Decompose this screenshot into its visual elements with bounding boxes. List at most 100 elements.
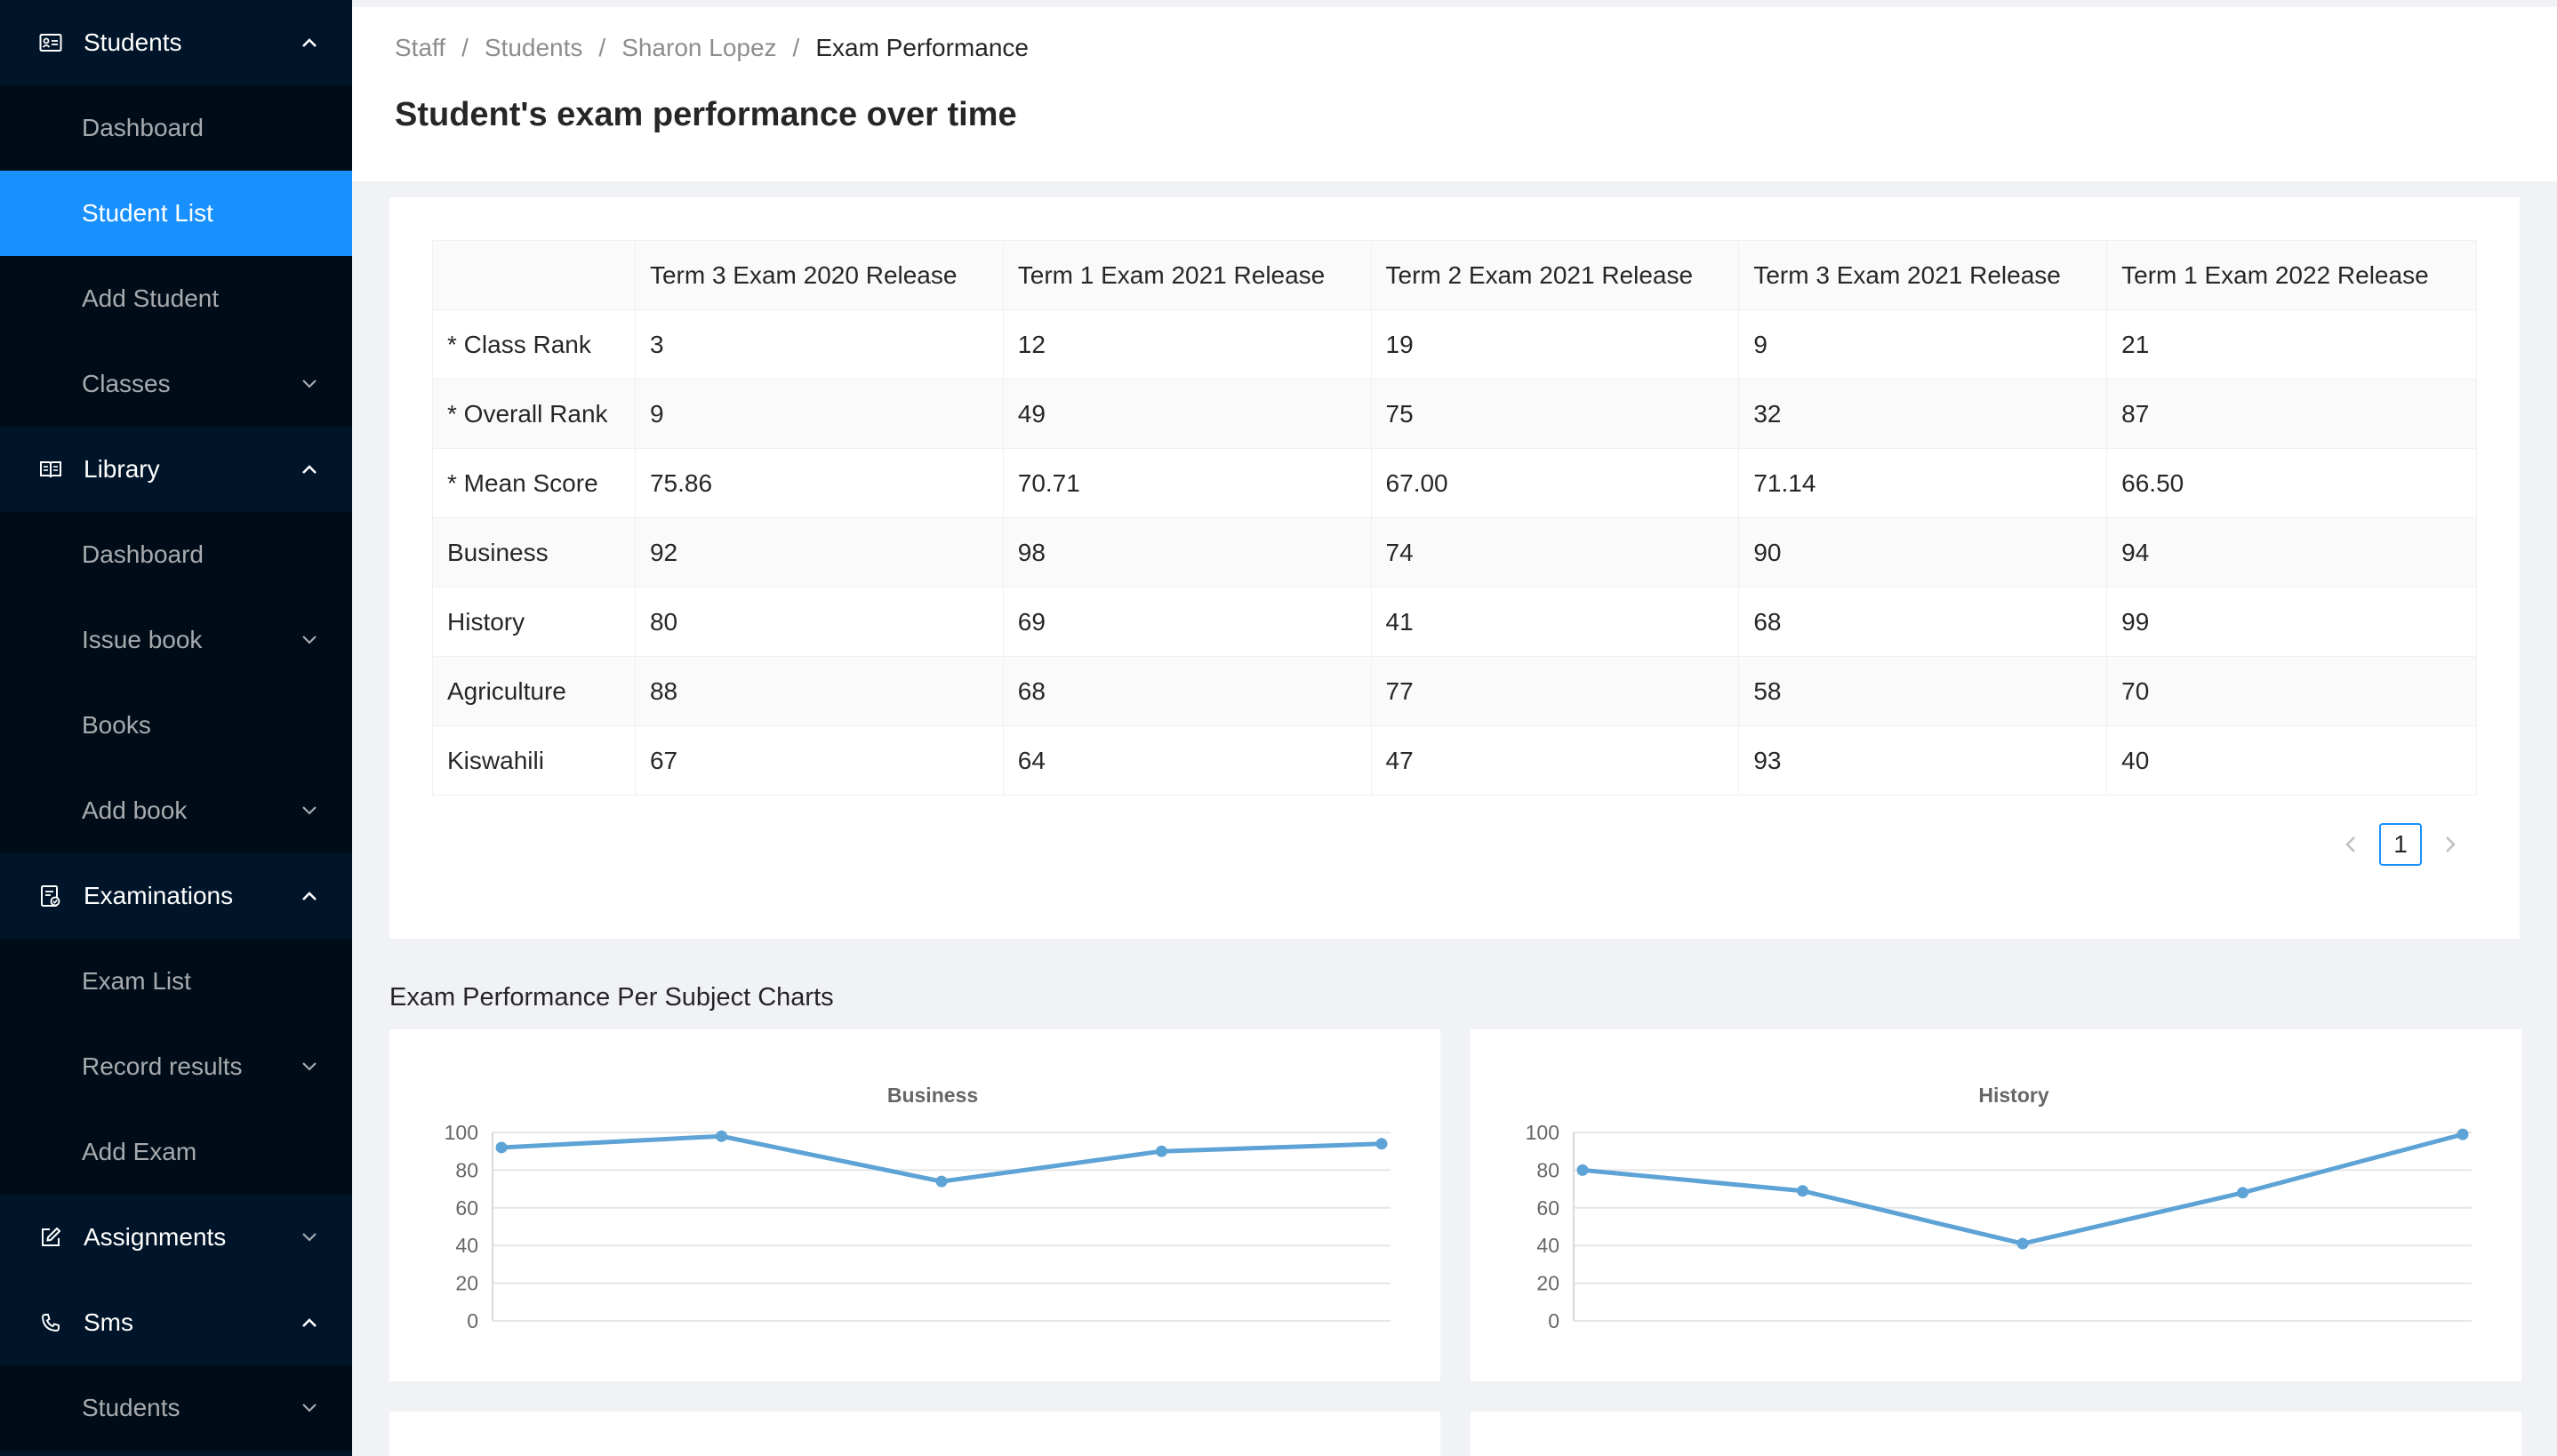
history-chart-card: History 0 20 40 60 80 100 [1471,1029,2521,1381]
menu-group-assignments: Assignments [0,1195,352,1280]
table-cell: 90 [1738,517,2108,588]
sidebar-item-library-add-book[interactable]: Add book [0,768,352,853]
data-point [1156,1145,1167,1157]
row-label-cell: Business [432,517,636,588]
table-cell: 88 [634,656,1004,726]
menu-group-sms: Sms Students [0,1280,352,1451]
breadcrumb-separator: / [461,34,469,61]
series-line [1582,1132,2464,1246]
table-cell: 98 [1002,517,1372,588]
sidebar-item-label: Add book [82,796,188,824]
sidebar-item-examinations-record-results[interactable]: Record results [0,1024,352,1109]
submenu-examinations: Exam List Record results Add Exam [0,939,352,1195]
sidebar-item-label: Dashboard [82,540,204,568]
sidebar-group-students[interactable]: Students [0,0,352,85]
breadcrumb-separator: / [792,34,800,61]
table-cell: 99 [2106,587,2477,657]
chevron-up-icon [299,32,320,53]
table-cell: 93 [1738,725,2108,796]
table-cell: 49 [1002,379,1372,449]
sidebar-item-students-dashboard[interactable]: Dashboard [0,85,352,171]
chevron-right-icon[interactable] [2434,823,2466,866]
sidebar-item-library-books[interactable]: Books [0,683,352,768]
table-cell: 12 [1002,309,1372,380]
sidebar-item-examinations-add-exam[interactable]: Add Exam [0,1109,352,1195]
sidebar-group-assignments[interactable]: Assignments [0,1195,352,1280]
table-cell: 70 [2106,656,2477,726]
sidebar-item-examinations-exam-list[interactable]: Exam List [0,939,352,1024]
y-tick-label: 40 [1536,1234,1559,1257]
menu-group-library: Library Dashboard Issue book Books Add book [0,427,352,853]
table-cell: 21 [2106,309,2477,380]
chevron-down-icon [299,1056,320,1077]
y-tick-label: 60 [1536,1196,1559,1220]
breadcrumb-separator: / [598,34,606,61]
sidebar-item-label: Students [82,1394,180,1421]
row-label-cell: * Mean Score [432,448,636,518]
results-table-card: Term 3 Exam 2020 Release Term 1 Exam 2021… [389,197,2520,939]
top-strip [352,0,2557,7]
breadcrumb-staff[interactable]: Staff [395,34,446,61]
data-point [2237,1187,2248,1199]
table-cell: 64 [1002,725,1372,796]
chart-title: History [1978,1084,2048,1107]
breadcrumb-current: Exam Performance [815,34,1029,61]
sidebar-item-library-issue-book[interactable]: Issue book [0,597,352,683]
sidebar-group-label: Students [84,28,182,56]
id-card-icon [37,29,64,56]
menu-group-students: Students Dashboard Student List Add Student… [0,0,352,427]
table-cell: 40 [2106,725,2477,796]
business-line-chart: Business 0 20 40 60 80 100 [445,1084,1391,1332]
y-tick-label: 60 [455,1196,478,1220]
table-header-cell: Term 1 Exam 2021 Release [1002,240,1372,310]
sidebar-item-label: Record results [82,1052,243,1080]
sidebar-group-label: Sms [84,1308,133,1336]
table-cell: 94 [2106,517,2477,588]
row-label-cell: Agriculture [432,656,636,726]
table-cell: 68 [1738,587,2108,657]
sidebar-item-sms-students[interactable]: Students [0,1365,352,1451]
sidebar-group-library[interactable]: Library [0,427,352,512]
table-cell: 74 [1370,517,1740,588]
sidebar-item-students-student-list[interactable]: Student List [0,171,352,256]
table-cell: 67 [634,725,1004,796]
results-table: Term 3 Exam 2020 Release Term 1 Exam 2021… [432,240,2477,796]
sidebar-item-label: Student List [82,199,213,227]
sidebar-group-label: Examinations [84,882,234,909]
kiswahili-chart-card [1471,1412,2521,1456]
sidebar-item-students-classes[interactable]: Classes [0,341,352,427]
breadcrumb-students[interactable]: Students [484,34,583,61]
data-point [495,1141,508,1154]
table-row: Kiswahili 67 64 47 93 40 [432,725,2477,796]
chevron-left-icon[interactable] [2335,823,2367,866]
table-cell: 67.00 [1370,448,1740,518]
page-1-button[interactable]: 1 [2379,823,2422,866]
data-point [1375,1138,1388,1150]
book-icon [37,456,64,483]
table-cell: 41 [1370,587,1740,657]
data-point [2016,1237,2029,1250]
data-point [1576,1164,1589,1176]
chevron-down-icon [299,373,320,395]
table-cell: 80 [634,587,1004,657]
sidebar-item-label: Classes [82,370,171,397]
sidebar-group-label: Library [84,455,160,483]
sidebar-item-label: Exam List [82,967,191,995]
exam-icon [37,883,64,909]
page-title: Student's exam performance over time [395,96,1017,133]
sidebar-item-students-add-student[interactable]: Add Student [0,256,352,341]
breadcrumb-student-name[interactable]: Sharon Lopez [621,34,777,61]
sidebar-item-library-dashboard[interactable]: Dashboard [0,512,352,597]
agriculture-chart-card [389,1412,1440,1456]
edit-icon [37,1224,64,1251]
chevron-up-icon [299,885,320,907]
sidebar-item-label: Add Student [82,284,220,312]
sidebar-group-examinations[interactable]: Examinations [0,853,352,939]
y-tick-label: 80 [1536,1158,1559,1181]
sidebar-group-sms[interactable]: Sms [0,1280,352,1365]
submenu-sms: Students [0,1365,352,1451]
table-cell: 75 [1370,379,1740,449]
data-point [716,1130,727,1142]
data-point [2457,1128,2469,1140]
y-tick-label: 40 [455,1234,478,1257]
